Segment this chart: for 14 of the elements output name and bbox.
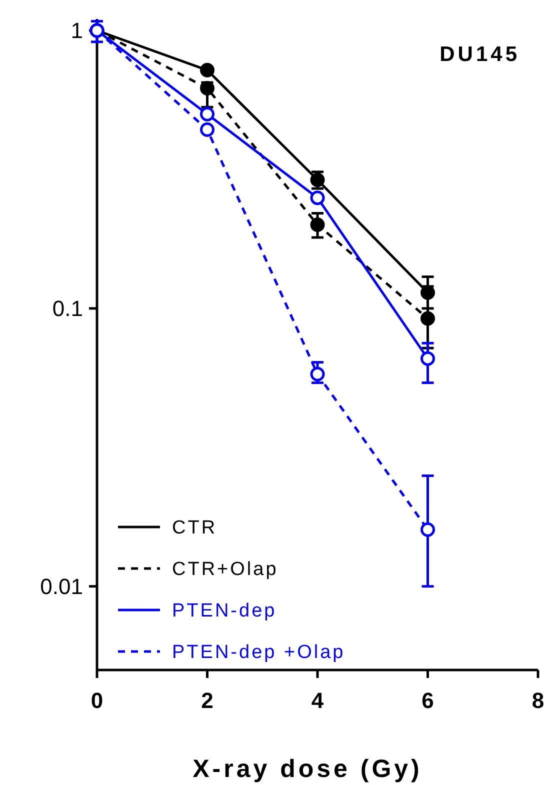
legend-label: CTR+Olap [172,559,278,580]
x-tick-label: 6 [422,688,434,713]
y-tick-label: 0.1 [52,296,83,322]
legend-label: PTEN-dep [172,600,277,622]
x-tick-label: 8 [532,688,544,713]
y-tick-label: 0.01 [40,574,83,600]
legend-label: PTEN-dep +Olap [172,642,346,664]
x-tick-label: 4 [311,688,324,713]
x-tick-label: 2 [201,688,214,713]
x-axis-title: X-ray dose (Gy) [192,755,422,783]
x-tick-label: 0 [90,688,104,713]
legend-label: CTR [172,518,218,539]
y-tick-label: 1 [70,18,83,44]
text: DU145 [440,43,520,66]
